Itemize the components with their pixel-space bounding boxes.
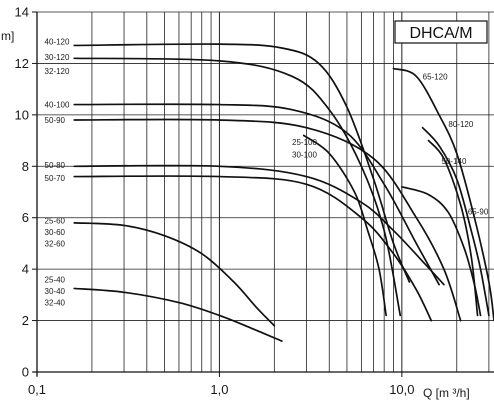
curve-label: 25-60 [45, 216, 66, 225]
curve-65-90 [401, 186, 482, 317]
x-tick-label: 10,0 [389, 382, 414, 397]
y-tick-label: 2 [22, 313, 29, 328]
curve-label: 65-120 [423, 72, 448, 81]
y-tick-label: 12 [15, 56, 29, 71]
curve-label: 25-40 [45, 275, 66, 284]
curve-50-90 [73, 118, 462, 322]
curve-25-40_30-40_32-40 [73, 287, 283, 342]
curve-25-60_30-60_32-60 [73, 222, 276, 327]
curve-30-120_32-120 [73, 57, 402, 317]
curve-label: 25-100 [292, 138, 317, 147]
curve-label: 30-60 [45, 228, 66, 237]
curve-40-120 [73, 43, 411, 283]
y-tick-label: 8 [22, 159, 29, 174]
y-tick-label: 0 [22, 365, 29, 380]
curve-25-100_30-100 [302, 134, 387, 317]
x-tick-label: 1,0 [210, 382, 228, 397]
y-tick-label: 6 [22, 210, 29, 225]
y-tick-label: 14 [15, 5, 29, 20]
curve-50-70 [73, 175, 433, 322]
curves [73, 43, 494, 342]
curve-50-80 [73, 164, 445, 286]
curve-label: 40-120 [45, 38, 70, 47]
curve-40-100 [73, 103, 440, 286]
badge-box [394, 20, 488, 44]
curve-labels: 40-120 30-120 32-120 65-120 40-100 50-90 80-12… [45, 38, 489, 308]
curve-label: 30-100 [292, 151, 317, 160]
grid [36, 11, 494, 373]
curve-65-120 [392, 67, 494, 322]
curve-label: 32-40 [45, 299, 66, 308]
axes: 0 2 4 6 8 10 12 14 0,1 1,0 10,0 [15, 5, 494, 397]
curve-label: 50-90 [45, 116, 66, 125]
y-unit-label: m] [1, 29, 14, 43]
curve-label: 50-80 [45, 161, 66, 170]
curve-label: 30-120 [45, 53, 70, 62]
curve-label: 50-140 [442, 157, 467, 166]
curve-50-140 [427, 139, 479, 317]
curve-label: 40-100 [45, 101, 70, 110]
model-badge: DHCA/M [394, 20, 488, 44]
curve-label: 32-60 [45, 239, 66, 248]
y-tick-label: 10 [15, 107, 29, 122]
curve-label: 80-120 [448, 120, 473, 129]
curve-80-120 [421, 126, 490, 317]
x-unit-label: Q [m ³/h] [423, 386, 470, 400]
curve-label: 32-120 [45, 67, 70, 76]
y-tick-label: 4 [22, 262, 29, 277]
x-tick-label: 0,1 [28, 382, 46, 397]
curve-label: 65-90 [468, 207, 489, 216]
curve-label: 30-40 [45, 287, 66, 296]
curve-label: 50-70 [45, 174, 66, 183]
badge-text: DHCA/M [409, 25, 472, 42]
